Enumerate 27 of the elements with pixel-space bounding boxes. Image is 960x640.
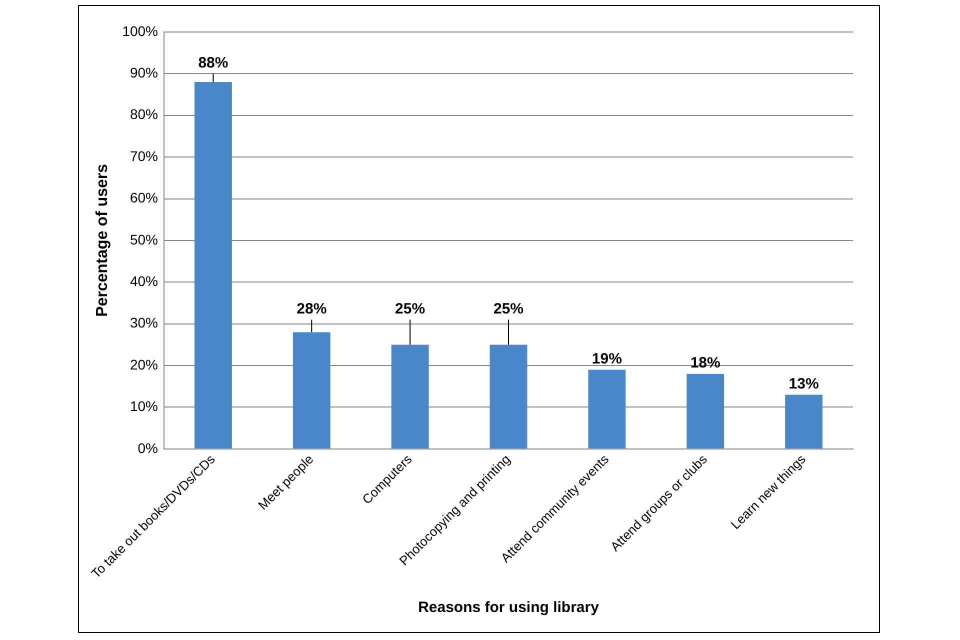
y-tick-label: 90% — [130, 64, 158, 81]
data-label: 18% — [690, 354, 720, 372]
bar — [292, 332, 330, 448]
y-axis-title: Percentage of users — [94, 164, 112, 317]
bar — [686, 374, 724, 448]
y-tick-label: 60% — [130, 190, 158, 206]
y-tick-label: 100% — [122, 22, 158, 39]
data-label: 13% — [788, 375, 819, 392]
y-tick-label: 20% — [130, 356, 158, 372]
y-tick-label: 70% — [130, 148, 158, 164]
y-tick-label: 30% — [130, 314, 158, 331]
bar — [194, 82, 232, 448]
data-label: 25% — [493, 300, 524, 318]
data-label: 25% — [395, 300, 426, 318]
data-label: 28% — [296, 300, 327, 318]
x-axis-title: Reasons for using library — [418, 599, 600, 616]
y-tick-label: 50% — [130, 231, 158, 248]
data-label: 88% — [198, 54, 228, 72]
y-tick-label: 10% — [130, 398, 158, 414]
bar — [391, 344, 429, 448]
y-tick-label: 0% — [138, 440, 158, 456]
data-label: 19% — [592, 350, 622, 368]
bar — [588, 370, 626, 448]
bar — [785, 394, 822, 448]
y-tick-label: 80% — [130, 106, 158, 122]
bar — [490, 344, 528, 448]
y-tick-label: 40% — [130, 273, 158, 290]
